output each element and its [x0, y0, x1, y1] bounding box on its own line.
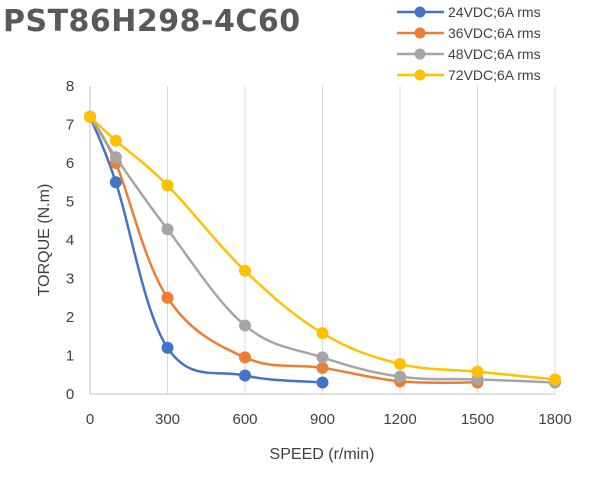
data-point [316, 351, 329, 364]
data-point [471, 365, 484, 378]
x-tick-label: 900 [310, 411, 335, 428]
x-axis-title: SPEED (r/min) [270, 446, 375, 463]
series-4 [84, 110, 561, 386]
data-point [239, 319, 251, 332]
series-layer [84, 110, 561, 389]
y-tick-label: 8 [66, 78, 74, 95]
y-tick-label: 0 [66, 386, 74, 403]
data-point [109, 134, 122, 147]
x-tick-label: 1200 [383, 411, 416, 428]
y-tick-label: 3 [66, 271, 74, 288]
y-tick-label: 5 [66, 194, 74, 211]
x-tick-label: 1800 [538, 411, 571, 428]
data-point [161, 291, 174, 304]
data-point [239, 264, 251, 277]
series-line [88, 116, 556, 384]
legend-item: 48VDC;6A rms [397, 46, 541, 62]
y-axis: 0 1 2 3 4 5 6 7 8 [66, 78, 91, 403]
data-point [239, 351, 251, 364]
legend-label: 24VDC;6A rms [448, 4, 541, 20]
series-line [89, 115, 556, 381]
x-axis: 0 300 600 900 1200 1500 1800 [86, 393, 572, 428]
legend-swatch-marker [414, 27, 426, 39]
legend-item: 36VDC;6A rms [397, 25, 541, 41]
x-tick-label: 1500 [461, 411, 494, 428]
series-1 [84, 110, 329, 389]
data-point [394, 357, 406, 370]
chart-title: PST86H298-4C60 [3, 4, 301, 39]
grid [167, 86, 556, 394]
data-point [161, 341, 174, 354]
data-point [549, 373, 561, 386]
data-point [109, 151, 122, 164]
series-line [88, 116, 323, 384]
legend-swatch-marker [414, 69, 426, 81]
y-axis-title: TORQUE (N.m) [36, 184, 53, 297]
legend-swatch-marker [414, 48, 426, 60]
legend-label: 36VDC;6A rms [448, 25, 541, 41]
y-tick-label: 6 [66, 155, 74, 172]
y-tick-label: 7 [66, 117, 74, 134]
y-tick-label: 2 [66, 309, 74, 326]
y-tick-label: 4 [66, 232, 74, 249]
x-tick-label: 600 [232, 411, 257, 428]
y-tick-label: 1 [66, 348, 74, 365]
legend-item: 24VDC;6A rms [397, 4, 541, 20]
data-point [316, 327, 329, 340]
data-point [161, 223, 174, 236]
x-tick-label: 0 [86, 411, 94, 428]
data-point [239, 369, 251, 382]
data-point [109, 176, 122, 189]
legend-label: 48VDC;6A rms [448, 46, 541, 62]
data-point [316, 376, 329, 389]
legend-item: 72VDC;6A rms [397, 67, 541, 83]
legend: 24VDC;6A rms 36VDC;6A rms 48VDC;6A rms 72VD… [397, 4, 541, 83]
legend-swatch-marker [414, 6, 426, 18]
data-point [161, 179, 174, 192]
data-point [316, 361, 329, 374]
series-line [88, 116, 478, 385]
data-point [394, 370, 406, 383]
legend-label: 72VDC;6A rms [448, 67, 541, 83]
data-point [84, 110, 96, 123]
x-tick-label: 300 [155, 411, 180, 428]
